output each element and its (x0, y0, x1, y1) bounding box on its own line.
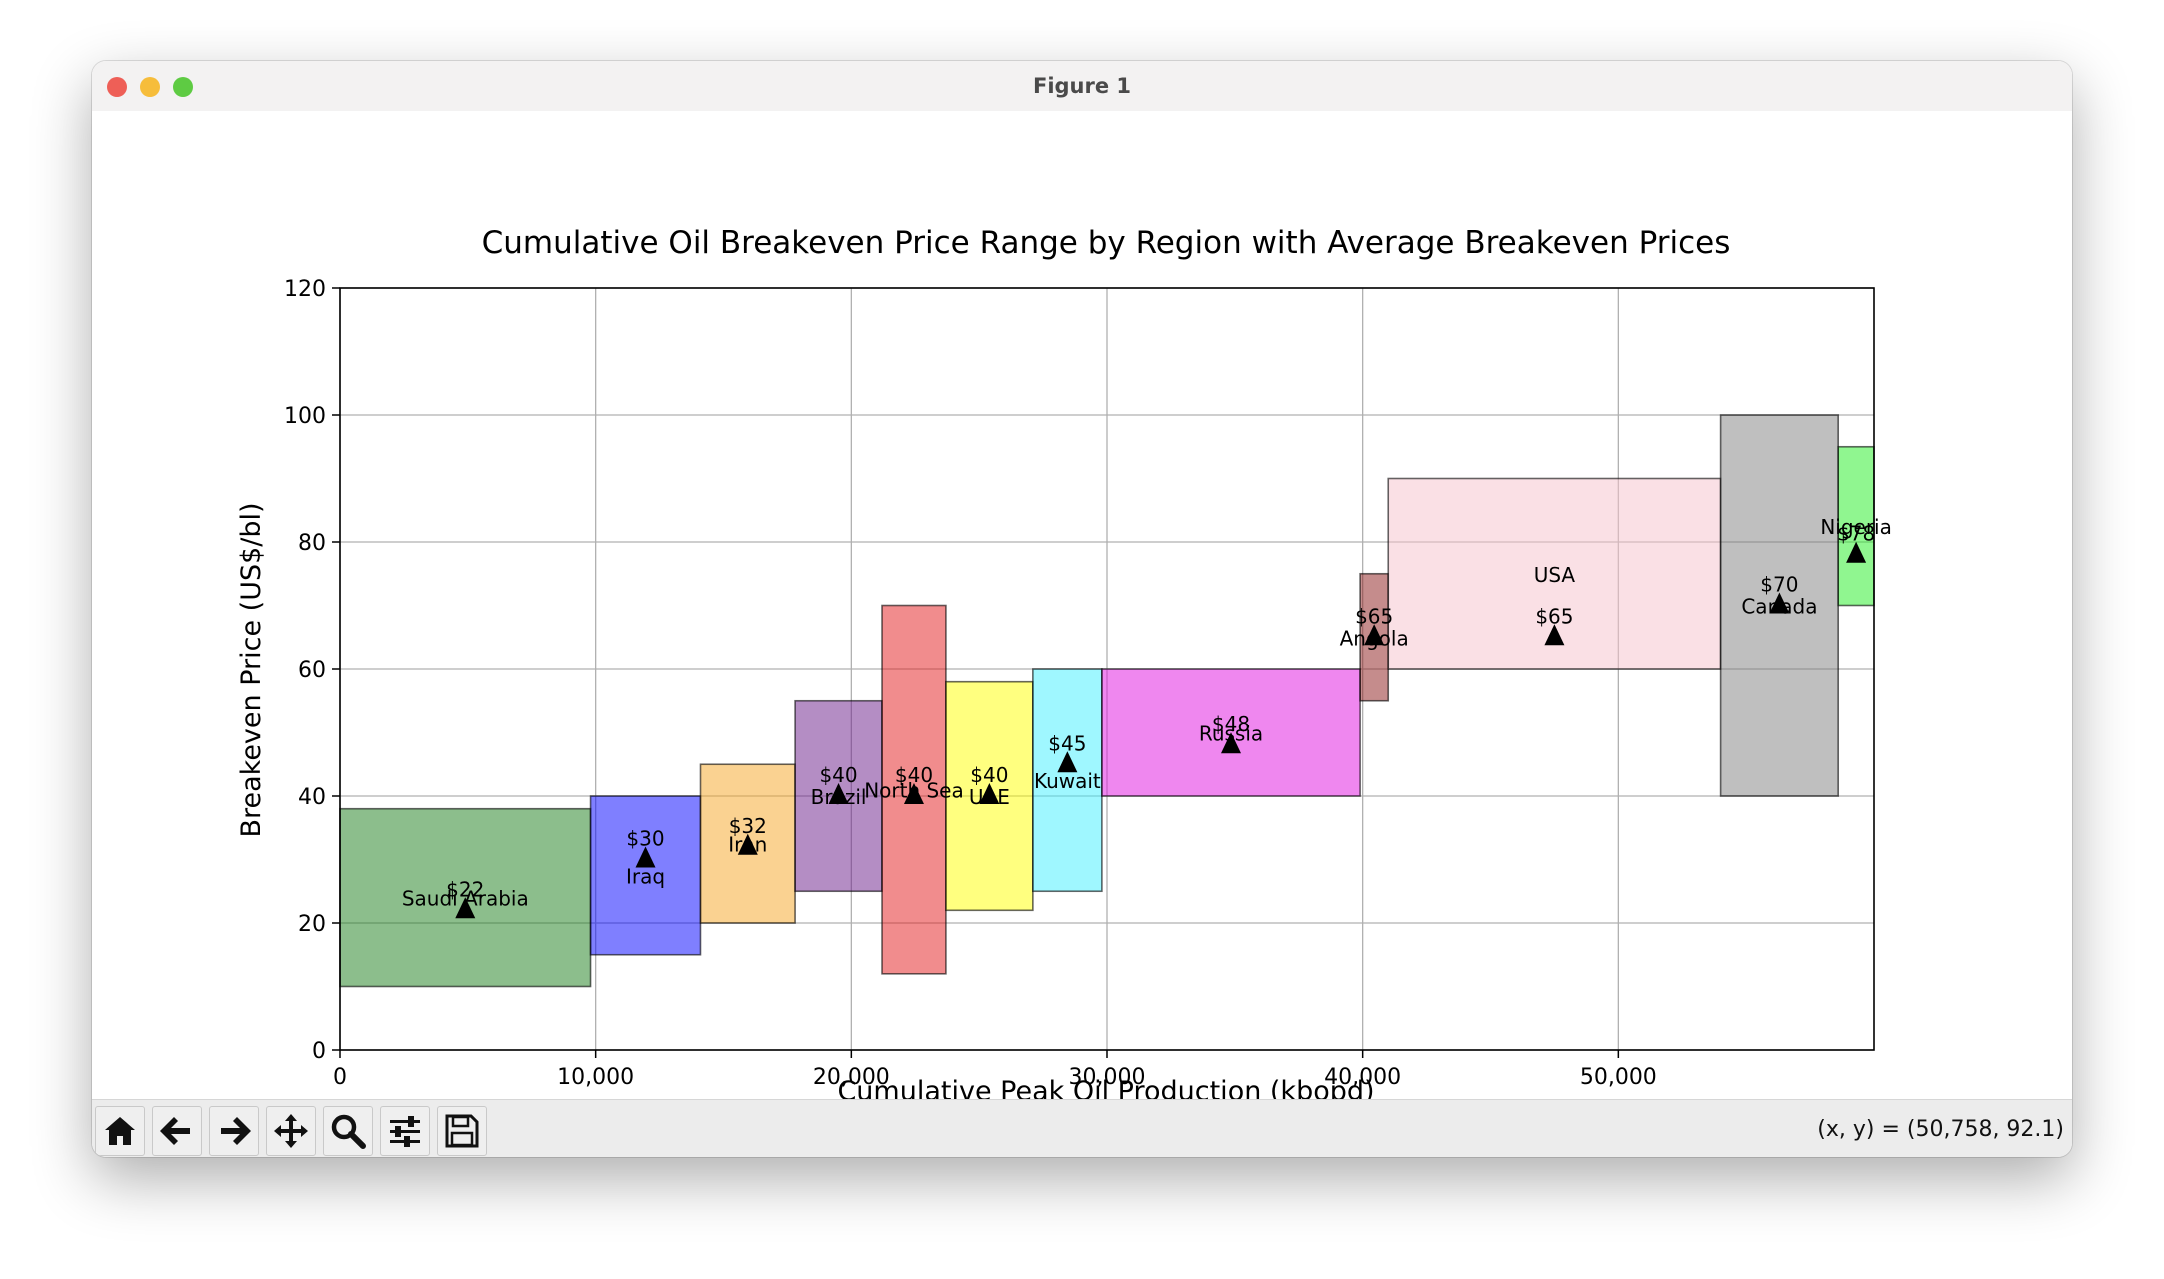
region-label: Iraq (626, 864, 665, 888)
avg-marker (828, 783, 849, 804)
region-label: Saudi Arabia (402, 887, 529, 911)
avg-price-label: $48 (1212, 712, 1250, 736)
avg-price-label: $65 (1355, 604, 1393, 628)
cursor-coordinates: (x, y) = (50,758, 92.1) (1817, 1117, 2064, 1142)
avg-marker (1057, 751, 1078, 773)
avg-price-label: $40 (970, 763, 1008, 787)
avg-marker (1544, 624, 1565, 646)
window-title: Figure 1 (1032, 74, 1132, 98)
region-label: Brazil (811, 785, 867, 809)
y-tick-label: 60 (298, 658, 326, 683)
figure-window: Figure 1 Cumulative Oil Breakeven Price … (92, 61, 2072, 1157)
x-tick-label: 40,000 (1324, 1065, 1401, 1090)
y-axis-label: Breakeven Price (US$/bl) (236, 502, 267, 837)
toolbar: (x, y) = (50,758, 92.1) (92, 1099, 2072, 1157)
y-tick-label: 80 (298, 531, 326, 556)
chart-title: Cumulative Oil Breakeven Price Range by … (482, 225, 1731, 261)
region-label: Kuwait (1034, 769, 1101, 793)
pan-button[interactable] (266, 1106, 316, 1156)
x-tick-label: 50,000 (1580, 1065, 1657, 1090)
avg-marker (903, 783, 924, 804)
bar-canada (1719, 414, 1840, 797)
avg-price-label: $70 (1760, 573, 1798, 597)
sliders-icon (390, 1116, 420, 1147)
region-label: UAE (969, 785, 1010, 809)
minimize-window-button[interactable] (140, 77, 160, 97)
avg-price-label: $40 (819, 763, 857, 787)
avg-price-label: $22 (446, 877, 484, 901)
avg-price-label: $32 (729, 814, 767, 838)
x-tick-label: 30,000 (1069, 1065, 1146, 1090)
avg-marker (455, 897, 476, 919)
avg-price-label: $40 (895, 763, 933, 787)
arrow-right-icon (221, 1117, 251, 1145)
region-label: Canada (1741, 595, 1817, 619)
figure-canvas[interactable]: Cumulative Oil Breakeven Price Range by … (92, 111, 2072, 1113)
floppy-disk-icon (445, 1114, 479, 1148)
home-button[interactable] (95, 1106, 145, 1156)
chart[interactable]: Cumulative Oil Breakeven Price Range by … (92, 111, 2072, 1113)
region-label: Angola (1340, 626, 1409, 650)
region-label: Nigeria (1820, 515, 1892, 539)
magnifier-icon (331, 1114, 366, 1149)
region-label: USA (1534, 563, 1576, 587)
y-tick-label: 40 (298, 785, 326, 810)
bars (339, 414, 1875, 988)
avg-marker (1220, 732, 1241, 754)
bar-nigeria (1837, 445, 1875, 607)
region-label: North Sea (864, 779, 964, 803)
arrow-left-icon (160, 1117, 190, 1145)
avg-marker (979, 783, 1000, 804)
axis-ticks: 0 10,000 20,000 30,000 40,000 50,000 0 20 40 60 80… (284, 277, 1657, 1090)
avg-marker (737, 833, 758, 855)
move-icon (274, 1114, 308, 1148)
y-tick-label: 120 (284, 277, 326, 302)
forward-button[interactable] (209, 1106, 259, 1156)
avg-marker (1769, 592, 1790, 614)
zoom-button[interactable] (323, 1106, 373, 1156)
avg-price-label: $30 (626, 827, 664, 851)
y-tick-label: 100 (284, 404, 326, 429)
avg-price-label: $65 (1535, 604, 1573, 628)
avg-price-label: $78 (1837, 522, 1875, 546)
avg-marker (1846, 541, 1867, 563)
avg-markers (455, 541, 1867, 919)
x-tick-label: 0 (333, 1065, 347, 1090)
save-button[interactable] (437, 1106, 487, 1156)
title-bar: Figure 1 (92, 61, 2072, 112)
maximize-window-button[interactable] (173, 77, 193, 97)
avg-price-label: $45 (1048, 731, 1086, 755)
configure-subplots-button[interactable] (380, 1106, 430, 1156)
avg-marker (1364, 624, 1385, 646)
region-label: Russia (1199, 722, 1263, 746)
home-icon (105, 1117, 135, 1145)
close-window-button[interactable] (107, 77, 127, 97)
x-tick-label: 20,000 (813, 1065, 890, 1090)
back-button[interactable] (152, 1106, 202, 1156)
x-tick-label: 10,000 (557, 1065, 634, 1090)
y-tick-label: 20 (298, 912, 326, 937)
region-label: Iran (728, 833, 767, 857)
bar-uae (945, 680, 1034, 912)
avg-marker (635, 846, 656, 868)
y-tick-label: 0 (312, 1039, 326, 1064)
